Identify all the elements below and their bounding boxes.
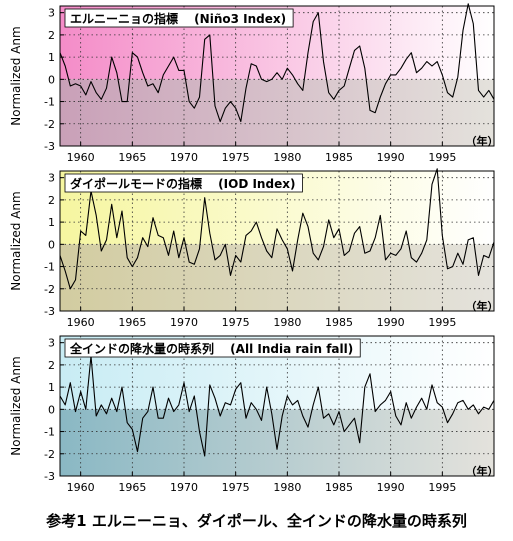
series-line — [59, 3, 495, 123]
x-tick-label: 1980 — [273, 151, 301, 164]
plot-frame — [59, 170, 495, 312]
y-tick-label: 0 — [48, 73, 55, 86]
y-tick-label: 3 — [48, 172, 55, 185]
y-tick-label: -3 — [44, 470, 55, 483]
figure-caption: 参考1 エルニーニョ、ダイポール、全インドの降水量の時系列 — [46, 512, 467, 530]
x-tick-label: 1975 — [222, 481, 250, 494]
series-line — [59, 355, 495, 457]
chart-panel-2: -3 -2 -1 0 1 2 3 1960 1965 1970 1975 1980 1985 1990 19… — [9, 168, 499, 329]
y-tick-label: -1 — [44, 261, 55, 274]
y-tick-label: 1 — [48, 51, 55, 64]
x-tick-label: 1975 — [222, 151, 250, 164]
x-tick-label: 1985 — [325, 481, 353, 494]
chart-title-box — [64, 8, 294, 28]
y-tick-label: 3 — [48, 337, 55, 350]
x-tick-label: 1965 — [118, 481, 146, 494]
chart-title: 全インドの降水量の時系列 (All India rain fall) — [69, 341, 353, 356]
y-tick-label: 3 — [48, 7, 55, 20]
plot-frame — [59, 5, 495, 147]
year-unit-label: （年） — [466, 134, 499, 148]
x-tick-label: 1970 — [170, 481, 198, 494]
chart-title: ダイポールモードの指標 (IOD Index) — [70, 176, 295, 191]
negative-anomaly-background — [60, 79, 494, 146]
y-tick-label: -1 — [44, 426, 55, 439]
year-unit-label: （年） — [466, 299, 499, 313]
y-axis-label: Normalized Anm — [9, 26, 23, 125]
y-axis-label: Normalized Anm — [9, 191, 23, 290]
y-tick-label: 0 — [48, 403, 55, 416]
y-tick-label: -3 — [44, 140, 55, 153]
x-tick-label: 1980 — [273, 316, 301, 329]
chart-panel-3: -3 -2 -1 0 1 2 3 1960 1965 1970 1975 1980 1985 1990 19… — [9, 335, 499, 494]
y-tick-label: -2 — [44, 118, 55, 131]
y-tick-label: 1 — [48, 381, 55, 394]
x-tick-label: 1990 — [377, 481, 405, 494]
chart-title-box — [64, 338, 361, 358]
chart-title-box — [64, 173, 303, 193]
x-tick-label: 1990 — [377, 151, 405, 164]
y-tick-label: -3 — [44, 305, 55, 318]
x-tick-label: 1995 — [428, 316, 456, 329]
x-tick-label: 1965 — [118, 151, 146, 164]
y-tick-label: -1 — [44, 96, 55, 109]
y-tick-label: 2 — [48, 29, 55, 42]
x-tick-label: 1995 — [428, 481, 456, 494]
x-tick-label: 1985 — [325, 316, 353, 329]
x-tick-label: 1980 — [273, 481, 301, 494]
x-tick-label: 1990 — [377, 316, 405, 329]
x-tick-label: 1975 — [222, 316, 250, 329]
negative-anomaly-background — [60, 409, 494, 476]
x-tick-label: 1960 — [67, 151, 95, 164]
y-tick-label: -2 — [44, 448, 55, 461]
series-line — [59, 168, 495, 290]
x-tick-label: 1960 — [67, 316, 95, 329]
x-tick-label: 1985 — [325, 151, 353, 164]
year-unit-label: （年） — [466, 464, 499, 478]
x-tick-label: 1970 — [170, 316, 198, 329]
x-tick-label: 1970 — [170, 151, 198, 164]
y-tick-label: 0 — [48, 238, 55, 251]
y-tick-label: -2 — [44, 283, 55, 296]
y-axis-label: Normalized Anm — [9, 356, 23, 455]
x-tick-label: 1995 — [428, 151, 456, 164]
y-tick-label: 2 — [48, 359, 55, 372]
y-tick-label: 1 — [48, 216, 55, 229]
y-tick-label: 2 — [48, 194, 55, 207]
x-tick-label: 1960 — [67, 481, 95, 494]
x-tick-label: 1965 — [118, 316, 146, 329]
chart-panel-1: -3 -2 -1 0 1 2 3 1960 1965 1970 1975 1980 1985 1990 19… — [9, 3, 499, 164]
negative-anomaly-background — [60, 244, 494, 311]
plot-frame — [59, 335, 495, 477]
chart-title: エルニーニョの指標 (Niño3 Index) — [70, 11, 286, 26]
